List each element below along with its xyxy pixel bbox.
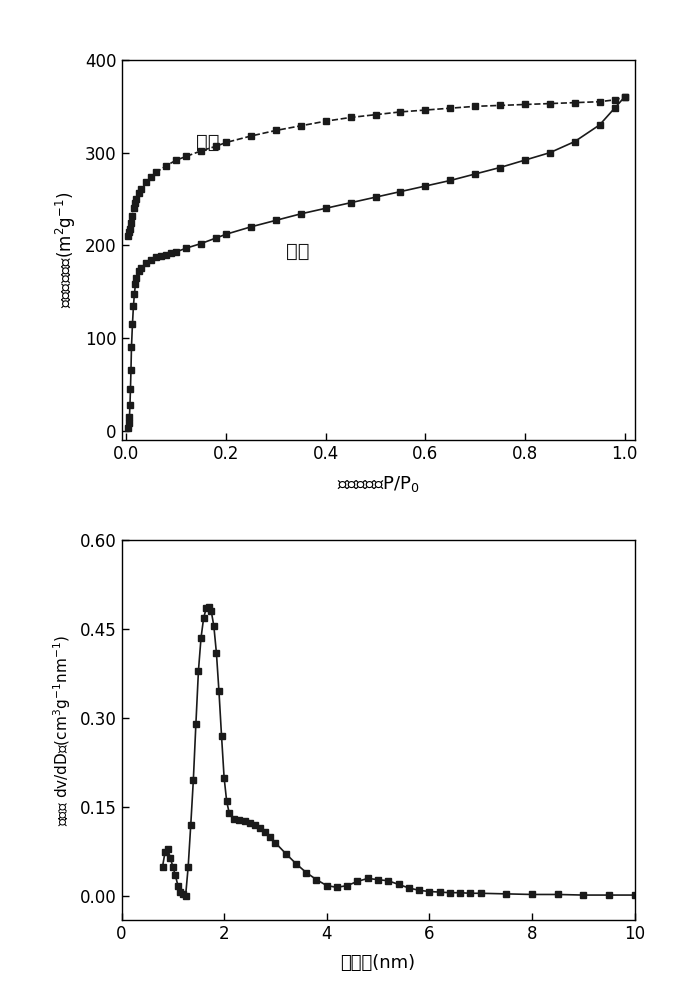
Text: 吸收: 吸收 [286, 241, 309, 260]
X-axis label: 相对压力．P/P$_0$: 相对压力．P/P$_0$ [337, 474, 419, 494]
Y-axis label: 孔面积 dv/dD．(cm$^3$g$^{-1}$nm$^{-1}$): 孔面积 dv/dD．(cm$^3$g$^{-1}$nm$^{-1}$) [51, 634, 73, 826]
Y-axis label: 氮气吸附量．(m$^2$g$^{-1}$): 氮气吸附量．(m$^2$g$^{-1}$) [54, 192, 78, 308]
X-axis label: 孔径．(nm): 孔径．(nm) [340, 954, 416, 972]
Text: 解吸: 解吸 [196, 133, 219, 152]
